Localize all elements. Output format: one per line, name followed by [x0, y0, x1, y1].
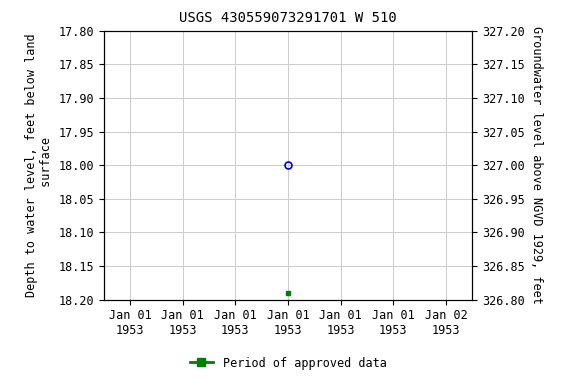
Title: USGS 430559073291701 W 510: USGS 430559073291701 W 510 — [179, 12, 397, 25]
Y-axis label: Groundwater level above NGVD 1929, feet: Groundwater level above NGVD 1929, feet — [530, 26, 543, 304]
Legend: Period of approved data: Period of approved data — [185, 352, 391, 374]
Y-axis label: Depth to water level, feet below land
 surface: Depth to water level, feet below land su… — [25, 33, 53, 297]
